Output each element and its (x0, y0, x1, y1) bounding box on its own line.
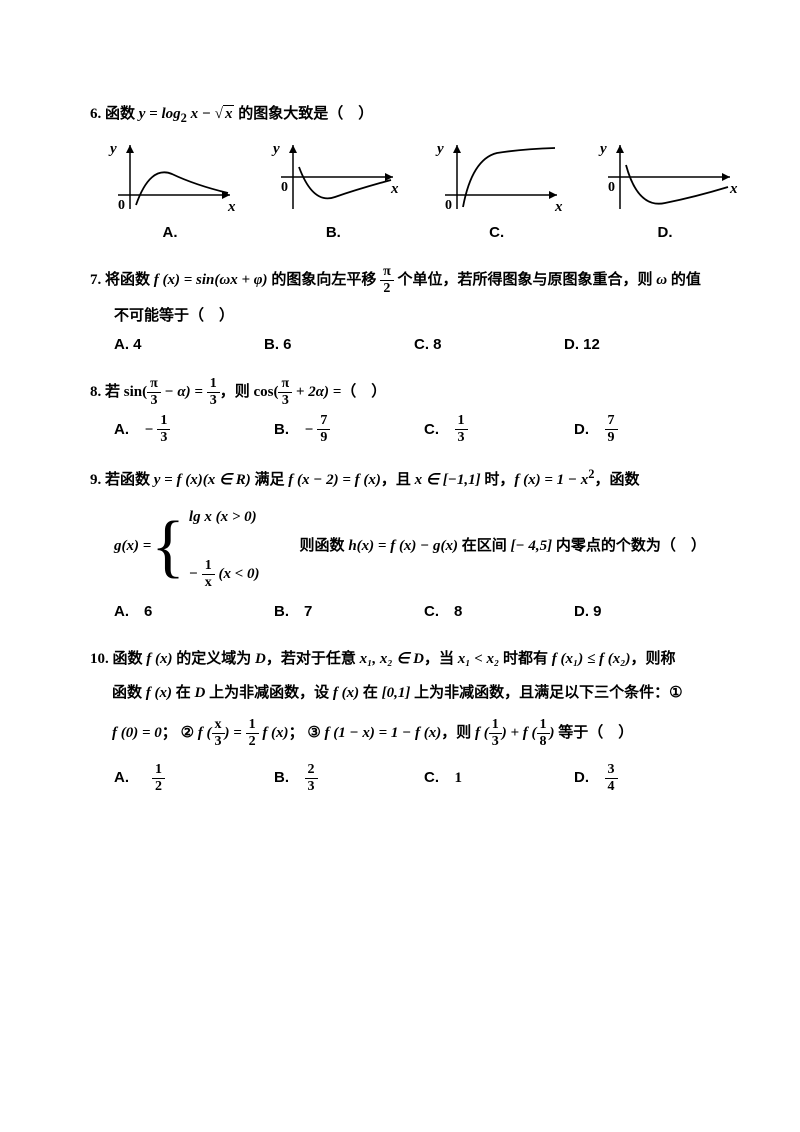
q8-stem: 8. 若 sin(π3 − α) = 13，则 cos(π3 + 2α) =（ … (90, 377, 740, 408)
q7-options: A. 4 B. 6 C. 8 D. 12 (90, 331, 740, 360)
q10-stem: 10. 函数 f (x) 的定义域为 D，若对于任意 x₁, x₂ ∈ D，当 … (90, 645, 740, 674)
question-9: 9. 若函数 y = f (x)(x ∈ R) 满足 f (x − 2) = f… (90, 463, 740, 627)
question-8: 8. 若 sin(π3 − α) = 13，则 cos(π3 + 2α) =（ … (90, 377, 740, 445)
svg-text:x: x (729, 181, 738, 197)
svg-text:0: 0 (281, 180, 288, 195)
q9-piecewise: g(x) = { lg x (x > 0) − 1x (x < 0) 则函数 h… (114, 503, 740, 591)
svg-text:x: x (390, 181, 399, 197)
q6-graphs: y x 0 A. y x 0 B. (90, 137, 740, 248)
svg-text:y: y (271, 141, 280, 157)
q6-graph-a: y x 0 A. (100, 137, 240, 248)
q9-number: 9. (90, 472, 101, 488)
q9-stem: 9. 若函数 y = f (x)(x ∈ R) 满足 f (x − 2) = f… (90, 463, 740, 495)
q7-number: 7. (90, 272, 101, 288)
q8-options: A. − 13 B. − 79 C. 13 D. 79 (90, 414, 740, 445)
question-10: 10. 函数 f (x) 的定义域为 D，若对于任意 x₁, x₂ ∈ D，当 … (90, 645, 740, 794)
svg-text:0: 0 (118, 198, 125, 213)
q6-graph-d: y x 0 D. (590, 137, 740, 248)
svg-text:y: y (598, 141, 607, 157)
q9-options: A. 6 B. 7 C. 8 D. 9 (90, 598, 740, 627)
q8-number: 8. (90, 384, 101, 400)
svg-text:y: y (108, 141, 117, 157)
q6-stem: 6. 函数 y = log2 x − √x 的图象大致是（ ） (90, 100, 740, 131)
svg-text:x: x (554, 199, 563, 215)
q10-options: A. 12 B. 23 C. 1 D. 34 (90, 763, 740, 794)
q7-stem: 7. 将函数 f (x) = sin(ωx + φ) 的图象向左平移 π2 个单… (90, 265, 740, 296)
q6-graph-b: y x 0 B. (263, 137, 403, 248)
question-6: 6. 函数 y = log2 x − √x 的图象大致是（ ） y x 0 A. (90, 100, 740, 247)
q6-number: 6. (90, 106, 101, 122)
svg-text:y: y (435, 141, 444, 157)
svg-text:0: 0 (445, 198, 452, 213)
q6-graph-c: y x 0 C. (427, 137, 567, 248)
svg-text:0: 0 (608, 180, 615, 195)
q10-number: 10. (90, 651, 109, 667)
question-7: 7. 将函数 f (x) = sin(ωx + φ) 的图象向左平移 π2 个单… (90, 265, 740, 359)
brace-icon: { (151, 512, 185, 582)
svg-text:x: x (227, 199, 236, 215)
